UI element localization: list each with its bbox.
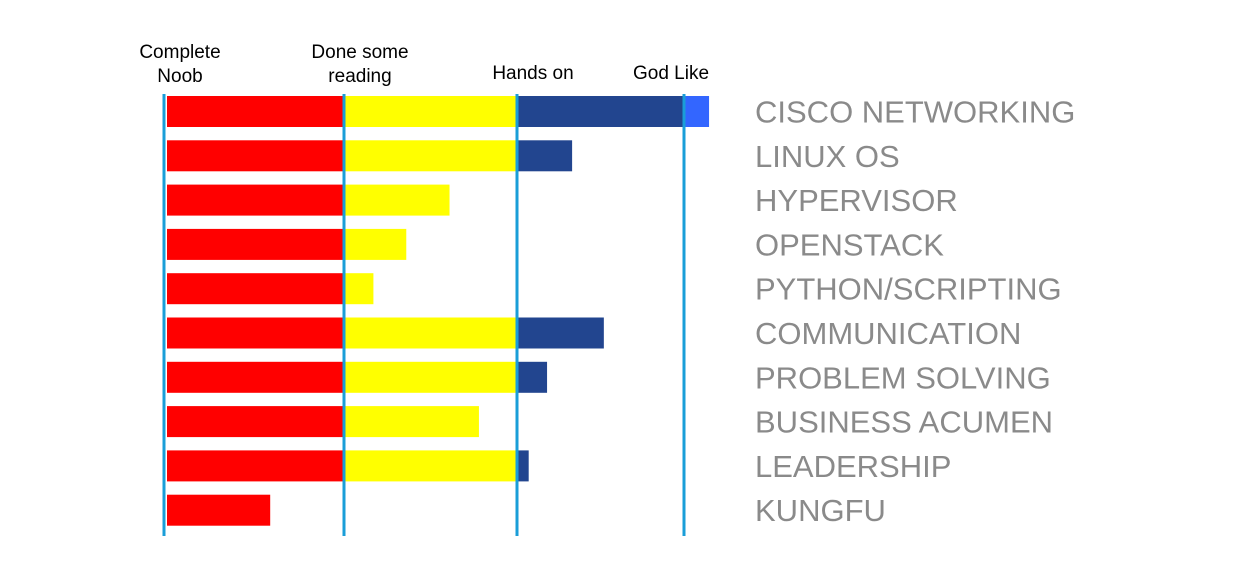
bar-segment-2-3 — [517, 140, 573, 172]
bar-segment-9-1 — [167, 450, 344, 482]
bar-segment-5-2 — [344, 273, 374, 305]
bar-segment-7-1 — [167, 361, 344, 393]
skill-label-4: OPENSTACK — [755, 227, 944, 262]
skill-label-8: BUSINESS ACUMEN — [755, 405, 1053, 440]
bar-segment-6-2 — [344, 317, 517, 349]
bars-layer — [167, 96, 710, 526]
bar-segment-1-1 — [167, 96, 344, 127]
level-label-1-line-2: Noob — [157, 66, 202, 87]
skill-label-10: KUNGFU — [755, 493, 886, 528]
level-lines-layer — [162, 94, 686, 536]
bar-segment-9-3 — [517, 450, 529, 482]
level-label-2-line-2: reading — [328, 66, 391, 87]
level-label-3: Hands on — [492, 63, 573, 84]
bar-segment-10-1 — [167, 494, 271, 526]
skill-label-9: LEADERSHIP — [755, 449, 951, 484]
bar-segment-7-2 — [344, 361, 517, 393]
bar-segment-1-4 — [684, 96, 710, 127]
skill-label-5: PYTHON/SCRIPTING — [755, 272, 1062, 307]
bar-segment-1-2 — [344, 96, 517, 127]
bar-segment-2-1 — [167, 140, 344, 172]
level-label-1-line-1: Complete — [139, 42, 220, 63]
skill-label-1: CISCO NETWORKING — [755, 95, 1075, 130]
bar-segment-1-3 — [517, 96, 684, 127]
bar-segment-7-3 — [517, 361, 548, 393]
skill-label-6: COMMUNICATION — [755, 316, 1021, 351]
bar-segment-9-2 — [344, 450, 517, 482]
skill-label-3: HYPERVISOR — [755, 183, 958, 218]
level-label-2-line-1: Done some — [311, 42, 408, 63]
skill-label-7: PROBLEM SOLVING — [755, 360, 1051, 395]
bar-segment-6-1 — [167, 317, 344, 349]
bar-segment-6-3 — [517, 317, 604, 349]
bar-segment-2-2 — [344, 140, 517, 172]
bar-segment-8-1 — [167, 406, 344, 438]
bar-segment-5-1 — [167, 273, 344, 305]
bar-segment-4-1 — [167, 228, 344, 260]
level-label-4: God Like — [633, 63, 709, 84]
skill-label-2: LINUX OS — [755, 139, 900, 174]
skill-labels-layer: CISCO NETWORKING LINUX OS HYPERVISOR OPENST… — [755, 95, 1075, 529]
bar-segment-4-2 — [344, 228, 407, 260]
level-labels-layer: Complete Noob Done some reading Hands on God … — [139, 42, 709, 87]
bar-segment-3-2 — [344, 184, 450, 216]
bar-segment-8-2 — [344, 406, 479, 438]
bar-segment-3-1 — [167, 184, 344, 216]
